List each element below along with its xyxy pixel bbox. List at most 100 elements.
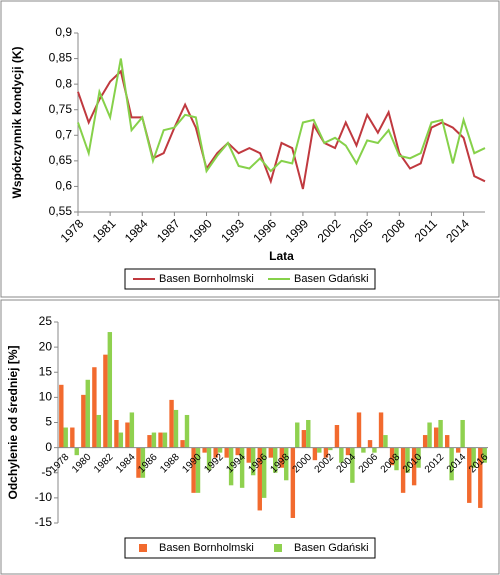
x-tick-label: 1984 [122,216,151,245]
y-tick-label: 0,6 [55,179,72,193]
legend-box [124,537,376,559]
bar [195,447,201,493]
bar [96,414,101,448]
y-tick-label: -5 [41,465,52,479]
line-series [77,58,486,174]
x-tick-label: 1987 [154,216,183,245]
x-tick-label: 1996 [250,216,279,245]
bar [367,440,373,448]
bar [228,447,234,486]
bar [184,414,190,448]
bar [389,447,395,466]
x-tick-label: 1978 [58,216,87,245]
bar [290,447,296,518]
bar [59,384,64,448]
bar [114,419,119,448]
y-axis-title: Odchylenie od średniej [%] [6,345,20,499]
x-tick-label: 1978 [48,452,72,476]
x-tick-label: 2002 [315,216,344,245]
y-tick-label: 0,75 [49,102,73,116]
bar [162,432,168,448]
x-tick-label: 2004 [335,452,359,476]
bar [400,447,406,493]
bar [235,447,240,456]
bar [345,447,351,456]
bar [456,447,461,453]
bar [257,447,262,511]
y-tick-label: -15 [35,515,53,529]
x-tick-label: 1988 [158,452,182,476]
bar [295,422,300,448]
x-tick-label: 1981 [90,216,119,245]
x-tick-label: 2008 [379,452,403,476]
bar [63,427,68,448]
bar [361,447,366,453]
bar [169,399,174,448]
x-tick-label: 1982 [92,452,116,476]
bar [438,419,443,448]
y-tick-label: 10 [39,390,53,404]
bar [246,447,251,463]
bar [405,447,410,473]
x-tick-label: 2012 [423,452,447,476]
x-tick-label: 1992 [202,452,226,476]
bar [350,447,355,483]
bar [467,447,472,503]
bar [471,447,476,468]
bar [125,422,130,448]
x-tick-label: 1993 [218,216,247,245]
x-tick-label: 2014 [443,216,472,245]
bar [81,394,86,448]
bar [173,409,179,448]
bar [74,447,79,456]
bar [378,412,384,448]
bar [217,447,223,453]
legend-swatch [139,544,147,552]
x-tick-label: 2011 [412,216,440,244]
bar [136,447,141,478]
y-tick-label: 0,8 [55,76,72,90]
bar [273,447,278,473]
line-series [77,69,486,190]
bar [328,447,333,451]
bar [202,447,207,453]
bar [158,432,163,448]
bar [416,447,421,468]
bar [279,447,285,468]
legend-box [124,268,376,290]
bar [191,447,196,493]
y-tick-label: 5 [45,415,52,429]
bar [422,435,428,448]
x-tick-label: 1980 [70,452,94,476]
bar [460,419,465,448]
x-tick-label: 2006 [357,452,381,476]
bar [129,412,135,448]
x-axis-title: Lata [269,249,294,263]
bar [70,427,75,448]
y-tick-label: 25 [39,314,53,328]
bar [140,447,146,478]
x-tick-label: 2008 [379,216,408,245]
bar [213,447,218,458]
bar [411,447,417,486]
bar [107,332,113,448]
bar [449,447,454,481]
y-tick-label: 0,85 [49,51,73,65]
bar [372,447,377,453]
legend-swatch [274,544,282,552]
bar [334,425,340,448]
x-tick-label: 1990 [186,216,215,245]
panel-frame [0,299,500,575]
x-tick-label: 2005 [347,216,376,245]
y-tick-label: 0,65 [49,153,73,167]
bar [85,379,90,448]
bar [151,432,157,448]
bar [180,440,185,448]
legend-label: Basen Bornholmski [159,273,254,285]
bar [239,447,245,488]
legend-label: Basen Gdański [294,273,369,285]
bar [250,447,256,476]
y-tick-label: 15 [39,364,53,378]
bar [206,447,212,471]
bar [118,432,124,448]
